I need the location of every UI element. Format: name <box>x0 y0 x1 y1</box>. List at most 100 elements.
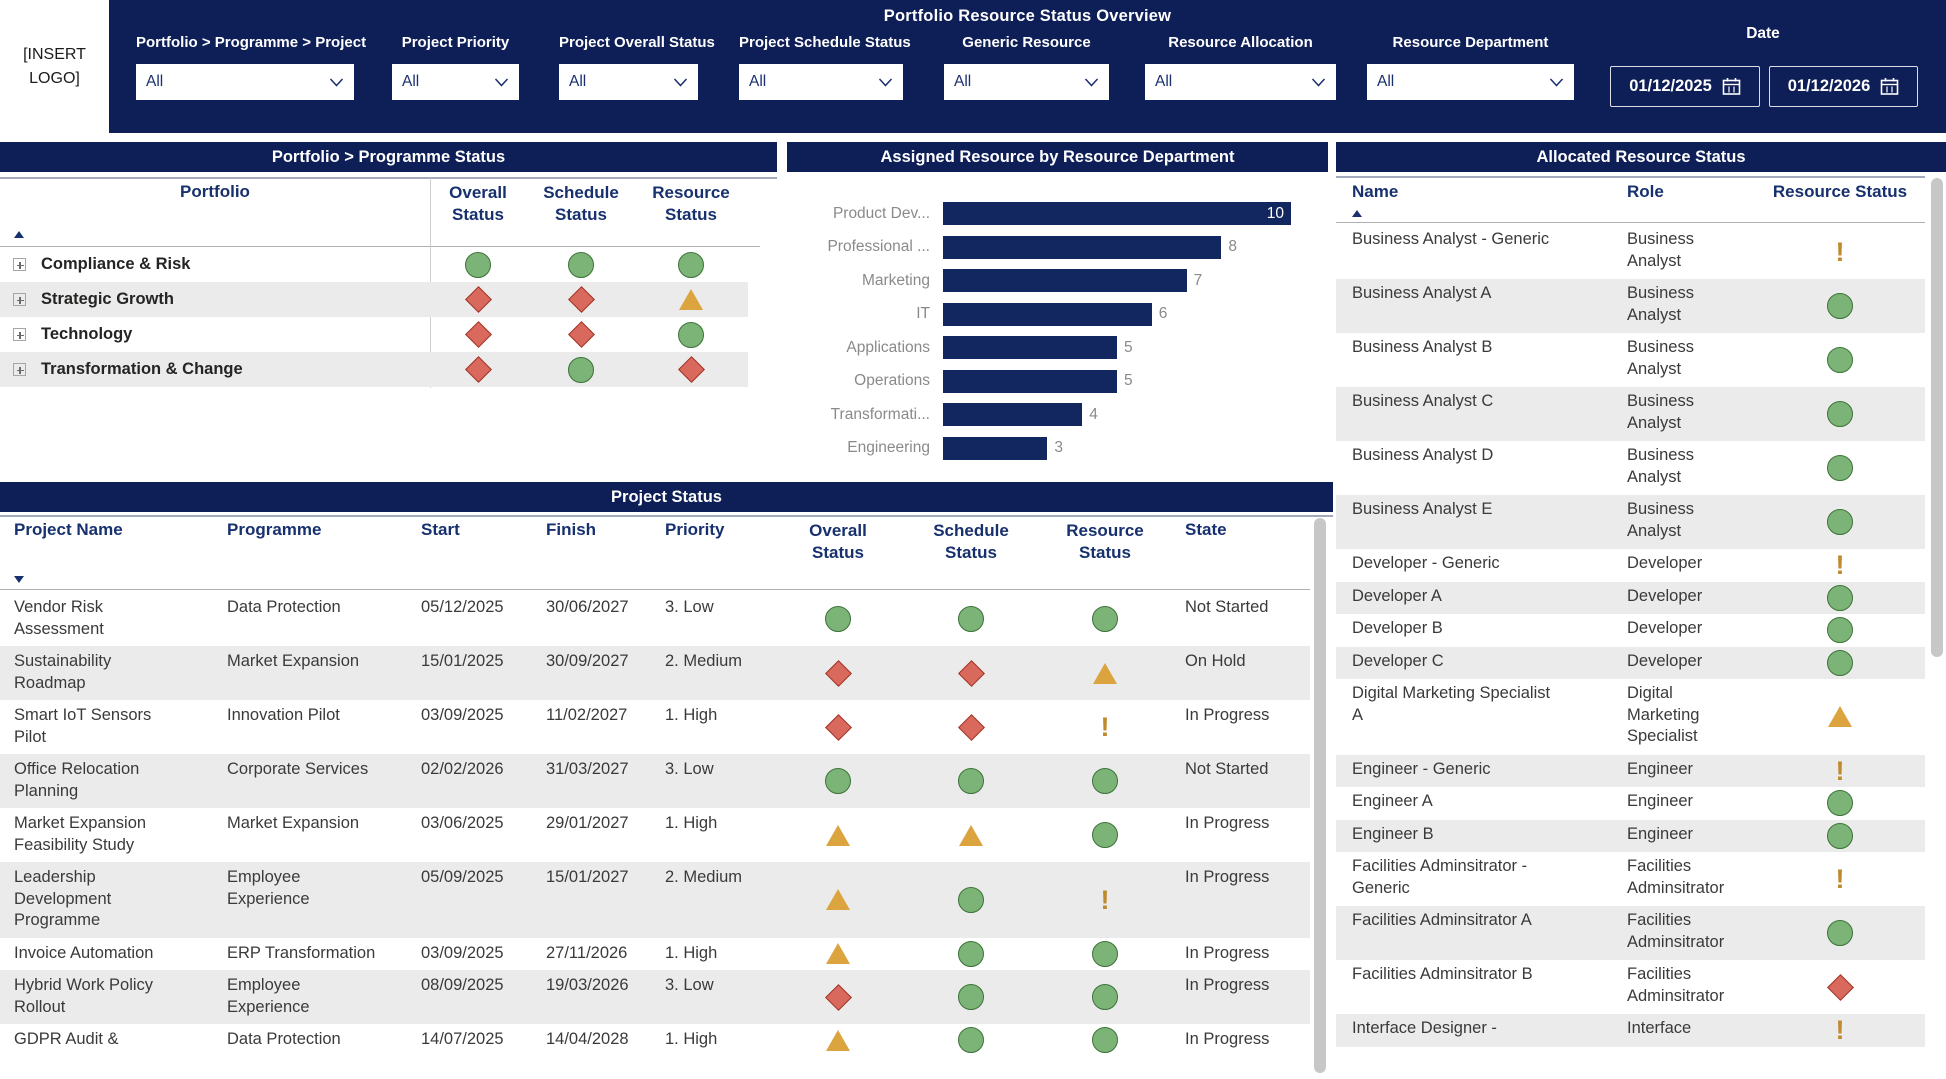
category-label: Applications <box>846 338 930 356</box>
overall-status <box>464 352 492 387</box>
chart-bar-row: Marketing 7 <box>787 264 1328 298</box>
expand-plus-icon[interactable] <box>13 328 26 341</box>
status-green-circle-icon <box>465 251 491 278</box>
project-row[interactable]: Leadership Development Programme Employee… <box>0 862 1310 938</box>
column-header-schedule-status[interactable]: Schedule Status <box>933 521 1009 562</box>
resource-row[interactable]: Business Analyst D Business Analyst <box>1336 441 1925 495</box>
chart-bar-row: Transformati... 4 <box>787 398 1328 432</box>
resource-row[interactable]: Developer A Developer <box>1336 581 1925 614</box>
divider <box>0 589 1310 590</box>
filter-dropdown-project-overall-status[interactable]: All <box>559 64 698 100</box>
column-header-name[interactable]: Name <box>1352 182 1399 201</box>
column-header-resource-status[interactable]: Resource Status <box>1772 182 1908 201</box>
project-row[interactable]: Invoice Automation ERP Transformation 03/0… <box>0 938 1310 971</box>
resource-row[interactable]: Facilities Adminsitrator - Generic Facili… <box>1336 852 1925 906</box>
resource-row[interactable]: Developer B Developer <box>1336 614 1925 647</box>
resource-row[interactable]: Engineer A Engineer <box>1336 787 1925 820</box>
project-table-scrollbar[interactable] <box>1314 518 1326 1073</box>
bar[interactable] <box>943 336 1117 360</box>
overall-status <box>824 646 852 700</box>
portfolio-row[interactable]: Compliance & Risk <box>0 247 748 282</box>
allocated-table-scrollbar[interactable] <box>1931 178 1943 657</box>
bar[interactable] <box>943 269 1187 293</box>
portfolio-name: Technology <box>41 325 133 343</box>
resource-row[interactable]: Engineer B Engineer <box>1336 819 1925 852</box>
portfolio-row[interactable]: Technology <box>0 317 748 352</box>
project-row[interactable]: Hybrid Work Policy Rollout Employee Exper… <box>0 970 1310 1024</box>
expand-plus-icon[interactable] <box>13 293 26 306</box>
portfolio-row[interactable]: Strategic Growth <box>0 282 748 317</box>
status-red-diamond-icon <box>464 321 492 348</box>
project-row[interactable]: Smart IoT Sensors Pilot Innovation Pilot 0… <box>0 700 1310 754</box>
chart-bar-row: Operations 5 <box>787 365 1328 399</box>
expand-plus-icon[interactable] <box>13 258 26 271</box>
filter-dropdown-generic-resource[interactable]: All <box>944 64 1109 100</box>
filter-selected-value: All <box>749 73 767 90</box>
status-red-diamond-icon <box>824 713 852 741</box>
panel-title: Assigned Resource by Resource Department <box>880 147 1235 166</box>
project-row[interactable]: Vendor Risk Assessment Data Protection 05/… <box>0 592 1310 646</box>
resource-row[interactable]: Business Analyst A Business Analyst <box>1336 279 1925 333</box>
column-header-finish[interactable]: Finish <box>546 520 597 539</box>
bar[interactable] <box>943 436 1048 460</box>
project-row[interactable]: Sustainability Roadmap Market Expansion 15… <box>0 646 1310 700</box>
column-header-role[interactable]: Role <box>1627 182 1664 201</box>
resource-row[interactable]: Facilities Adminsitrator A Facilities Adm… <box>1336 906 1925 960</box>
resource-row[interactable]: Developer C Developer <box>1336 646 1925 679</box>
bar[interactable] <box>943 369 1117 393</box>
column-header-programme[interactable]: Programme <box>227 520 322 539</box>
date-from-input[interactable]: 01/12/2025 <box>1610 66 1760 107</box>
overall-status <box>825 808 851 862</box>
project-state: In Progress <box>1185 706 1270 724</box>
panel-title: Portfolio > Programme Status <box>271 147 506 166</box>
portfolio-name: Transformation & Change <box>41 360 243 378</box>
filter-dropdown-resource-department[interactable]: All <box>1367 64 1574 100</box>
bar[interactable] <box>943 403 1083 427</box>
filter-group-portfolio-programme-project: Portfolio > Programme > Project All <box>136 0 366 133</box>
project-row[interactable]: Office Relocation Planning Corporate Serv… <box>0 754 1310 808</box>
bar[interactable] <box>943 302 1152 326</box>
column-header-schedule-status[interactable]: Schedule Status <box>543 183 619 224</box>
date-to-input[interactable]: 01/12/2026 <box>1769 66 1918 107</box>
column-header-project-name[interactable]: Project Name <box>14 520 123 539</box>
resource-row[interactable]: Interface Designer - Interface! <box>1336 1014 1925 1047</box>
logo-placeholder: [INSERT LOGO] <box>0 0 109 133</box>
column-header-resource-status[interactable]: Resource Status <box>1066 521 1144 562</box>
column-header-start[interactable]: Start <box>421 520 460 539</box>
resource-row[interactable]: Engineer - Generic Engineer! <box>1336 754 1925 787</box>
resource-row[interactable]: Business Analyst B Business Analyst <box>1336 333 1925 387</box>
filter-group-generic-resource: Generic Resource All <box>944 0 1109 133</box>
column-header-overall-status[interactable]: Overall Status <box>449 183 507 224</box>
project-priority: 3. Low <box>665 760 714 778</box>
expand-plus-icon[interactable] <box>13 363 26 376</box>
column-header-overall-status[interactable]: Overall Status <box>809 521 867 562</box>
date-filter-label: Date <box>1746 25 1780 42</box>
overall-status <box>825 862 851 938</box>
resource-row[interactable]: Facilities Adminsitrator B Facilities Adm… <box>1336 960 1925 1014</box>
filter-dropdown-resource-allocation[interactable]: All <box>1145 64 1336 100</box>
filter-dropdown-portfolio-programme-project[interactable]: All <box>136 64 354 100</box>
column-header-resource-status[interactable]: Resource Status <box>652 183 730 224</box>
filter-dropdown-project-priority[interactable]: All <box>392 64 519 100</box>
filter-dropdown-project-schedule-status[interactable]: All <box>739 64 903 100</box>
schedule-status <box>567 317 595 352</box>
resource-status <box>1092 754 1118 808</box>
project-row[interactable]: GDPR Audit & Data Protection 14/07/2025 14/… <box>0 1024 1310 1057</box>
resource-row[interactable]: Developer - Generic Developer! <box>1336 549 1925 582</box>
column-header-portfolio[interactable]: Portfolio <box>180 182 250 201</box>
resource-row[interactable]: Business Analyst E Business Analyst <box>1336 495 1925 549</box>
allocated-resource-title-bar: Allocated Resource Status <box>1336 142 1946 172</box>
project-start: 03/06/2025 <box>421 814 504 832</box>
bar[interactable] <box>943 235 1222 259</box>
column-header-state[interactable]: State <box>1185 520 1227 539</box>
portfolio-name: Strategic Growth <box>41 290 174 308</box>
resource-row[interactable]: Digital Marketing Specialist A Digital Ma… <box>1336 679 1925 755</box>
project-row[interactable]: Market Expansion Feasibility Study Market… <box>0 808 1310 862</box>
column-header-priority[interactable]: Priority <box>665 520 725 539</box>
project-finish: 30/06/2027 <box>546 598 629 616</box>
resource-row[interactable]: Business Analyst - Generic Business Analy… <box>1336 225 1925 279</box>
resource-row[interactable]: Business Analyst C Business Analyst <box>1336 387 1925 441</box>
status-exclamation-icon: ! <box>1100 712 1110 742</box>
bar[interactable]: 10 <box>943 202 1291 226</box>
portfolio-row[interactable]: Transformation & Change <box>0 352 748 387</box>
